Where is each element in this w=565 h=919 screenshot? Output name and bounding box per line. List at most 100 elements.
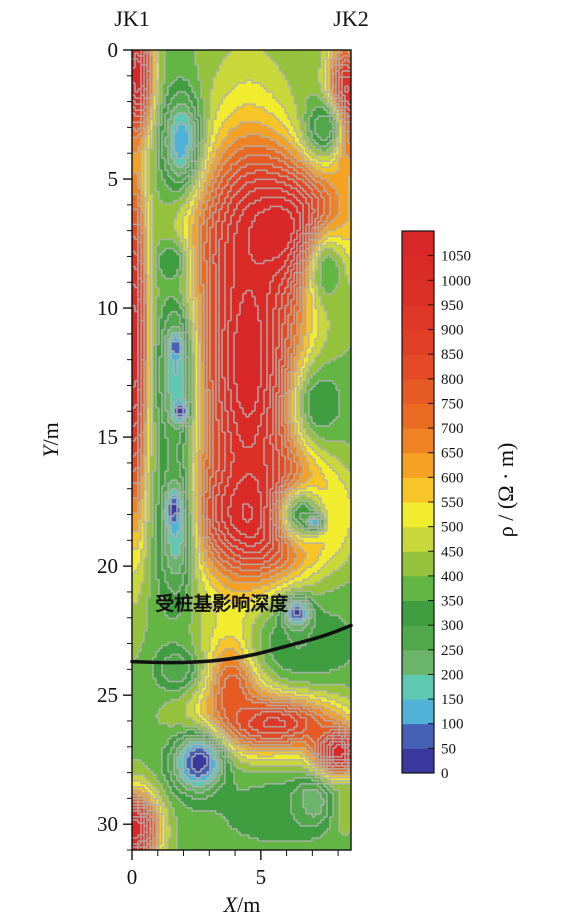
heatmap-cell <box>306 110 310 114</box>
heatmap-cell <box>153 74 157 78</box>
heatmap-cell <box>183 122 187 126</box>
heatmap-cell <box>315 95 319 99</box>
heatmap-cell <box>210 98 214 102</box>
heatmap-cell <box>207 53 211 57</box>
heatmap-cell <box>321 98 325 102</box>
heatmap-cell <box>288 53 292 57</box>
heatmap-cell <box>288 74 292 78</box>
heatmap-cell <box>309 56 313 60</box>
heatmap-cell <box>282 65 286 69</box>
heatmap-cell <box>306 86 310 90</box>
heatmap-cell <box>174 50 178 54</box>
heatmap-cell <box>237 77 241 81</box>
heatmap-cell <box>336 89 340 93</box>
heatmap-cell <box>324 56 328 60</box>
heatmap-cell <box>198 95 202 99</box>
heatmap-cell <box>339 98 343 102</box>
heatmap-cell <box>309 116 313 120</box>
heatmap-cell <box>138 92 142 96</box>
heatmap-cell <box>291 104 295 108</box>
heatmap-cell <box>198 110 202 114</box>
heatmap-cell <box>195 98 199 102</box>
heatmap-cell <box>228 110 232 114</box>
heatmap-cell <box>141 65 145 69</box>
heatmap-cell <box>189 80 193 84</box>
heatmap-cell <box>315 98 319 102</box>
heatmap-cell <box>195 77 199 81</box>
heatmap-cell <box>153 86 157 90</box>
heatmap-cell <box>135 71 139 75</box>
heatmap-cell <box>318 113 322 117</box>
heatmap-cell <box>183 116 187 120</box>
heatmap-cell <box>174 98 178 102</box>
heatmap-cell <box>291 83 295 87</box>
heatmap-cell <box>177 50 181 54</box>
heatmap-cell <box>189 56 193 60</box>
heatmap-cell <box>267 53 271 57</box>
heatmap-cell <box>189 71 193 75</box>
heatmap-cell <box>132 56 136 60</box>
heatmap-cell <box>237 104 241 108</box>
heatmap-cell <box>198 74 202 78</box>
heatmap-cell <box>240 77 244 81</box>
heatmap-cell <box>153 77 157 81</box>
heatmap-cell <box>228 62 232 66</box>
heatmap-cell <box>186 119 190 123</box>
heatmap-cell <box>138 68 142 72</box>
heatmap-cell <box>135 122 139 126</box>
heatmap-cell <box>192 59 196 63</box>
heatmap-cell <box>315 83 319 87</box>
heatmap-cell <box>345 68 349 72</box>
heatmap-cell <box>315 59 319 63</box>
heatmap-cell <box>327 50 331 54</box>
heatmap-cell <box>234 104 238 108</box>
heatmap-cell <box>291 98 295 102</box>
heatmap-cell <box>156 71 160 75</box>
heatmap-cell <box>222 59 226 63</box>
heatmap-cell <box>234 113 238 117</box>
heatmap-cell <box>300 83 304 87</box>
heatmap-cell <box>180 68 184 72</box>
heatmap-cell <box>336 101 340 105</box>
heatmap-cell <box>333 107 337 111</box>
heatmap-cell <box>300 110 304 114</box>
heatmap-cell <box>228 98 232 102</box>
heatmap-cell <box>306 59 310 63</box>
heatmap-cell <box>210 113 214 117</box>
heatmap-cell <box>255 62 259 66</box>
heatmap-cell <box>213 104 217 108</box>
heatmap-cell <box>198 65 202 69</box>
heatmap-cell <box>201 50 205 54</box>
heatmap-cell <box>138 80 142 84</box>
heatmap-cell <box>342 119 346 123</box>
heatmap-cell <box>183 53 187 57</box>
heatmap-cell <box>252 101 256 105</box>
heatmap-cell <box>168 77 172 81</box>
heatmap-cell <box>264 104 268 108</box>
heatmap-cell <box>147 53 151 57</box>
heatmap-cell <box>315 80 319 84</box>
heatmap-cell <box>243 104 247 108</box>
heatmap-cell <box>234 59 238 63</box>
heatmap-cell <box>336 95 340 99</box>
heatmap-cell <box>213 83 217 87</box>
heatmap-cell <box>159 71 163 75</box>
heatmap-cell <box>177 77 181 81</box>
heatmap-cell <box>309 89 313 93</box>
heatmap-cell <box>339 95 343 99</box>
heatmap-cell <box>174 116 178 120</box>
heatmap-cell <box>270 92 274 96</box>
heatmap-cell <box>162 53 166 57</box>
heatmap-cell <box>228 107 232 111</box>
heatmap-cell <box>249 119 253 123</box>
heatmap-cell <box>225 68 229 72</box>
heatmap-cell <box>324 74 328 78</box>
heatmap-cell <box>264 86 268 90</box>
heatmap-cell <box>309 104 313 108</box>
heatmap-cell <box>255 65 259 69</box>
heatmap-cell <box>159 65 163 69</box>
heatmap-cell <box>342 83 346 87</box>
heatmap-cell <box>327 92 331 96</box>
heatmap-cell <box>192 122 196 126</box>
heatmap-cell <box>282 110 286 114</box>
